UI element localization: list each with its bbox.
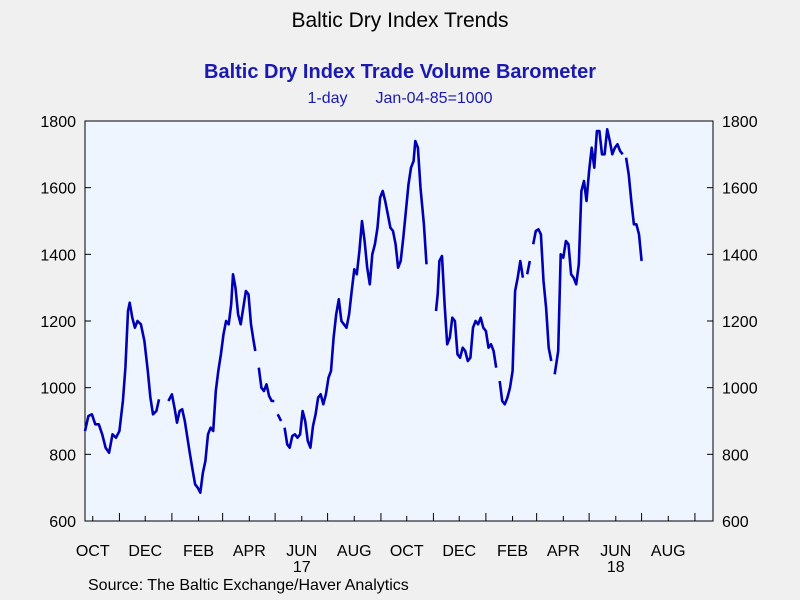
y-tick-label-right: 1000 xyxy=(722,381,758,398)
x-tick-label: FEB xyxy=(183,543,214,560)
x-tick-label: DEC xyxy=(128,543,162,560)
x-year-label: 18 xyxy=(607,559,625,576)
x-tick-label: OCT xyxy=(390,543,424,560)
y-tick-label-right: 1600 xyxy=(722,181,758,198)
x-tick-label: AUG xyxy=(651,543,686,560)
y-axis: 600 600 800 800 1000 1000 1200 1200 1400 1400 1600… xyxy=(40,114,757,531)
y-tick-label-right: 600 xyxy=(722,514,749,531)
x-tick-label: JUN xyxy=(286,543,317,560)
plot-area xyxy=(84,120,714,522)
series-units: 1-day Jan-04-85=1000 xyxy=(0,90,800,108)
x-tick-label: JUN xyxy=(600,543,631,560)
x-tick-label: AUG xyxy=(337,543,372,560)
chart-title: Baltic Dry Index Trends xyxy=(291,9,509,32)
bdi-line xyxy=(83,128,643,494)
y-tick-label-right: 1800 xyxy=(722,114,758,131)
x-year-label: 17 xyxy=(293,559,311,576)
x-tick-label: OCT xyxy=(76,543,110,560)
series-bdi xyxy=(83,128,643,494)
y-tick-label-left: 1000 xyxy=(40,381,76,398)
frequency-label: 1-day xyxy=(307,90,348,107)
y-tick-label-left: 1200 xyxy=(40,314,76,331)
y-tick-label-left: 800 xyxy=(49,447,76,464)
x-tick-label: FEB xyxy=(497,543,528,560)
base-label: Jan-04-85=1000 xyxy=(375,90,493,107)
series-title: Baltic Dry Index Trade Volume Barometer xyxy=(204,61,596,83)
y-tick-label-right: 1200 xyxy=(722,314,758,331)
y-tick-label-left: 1600 xyxy=(40,181,76,198)
x-tick-label: APR xyxy=(233,543,266,560)
y-tick-label-left: 1800 xyxy=(40,114,76,131)
y-tick-label-left: 600 xyxy=(49,514,76,531)
x-tick-label: APR xyxy=(547,543,580,560)
source-note: Source: The Baltic Exchange/Haver Analyt… xyxy=(88,577,409,594)
y-tick-label-right: 800 xyxy=(722,447,749,464)
y-tick-label-left: 1400 xyxy=(40,247,76,264)
y-tick-label-right: 1400 xyxy=(722,247,758,264)
x-tick-label: DEC xyxy=(442,543,476,560)
